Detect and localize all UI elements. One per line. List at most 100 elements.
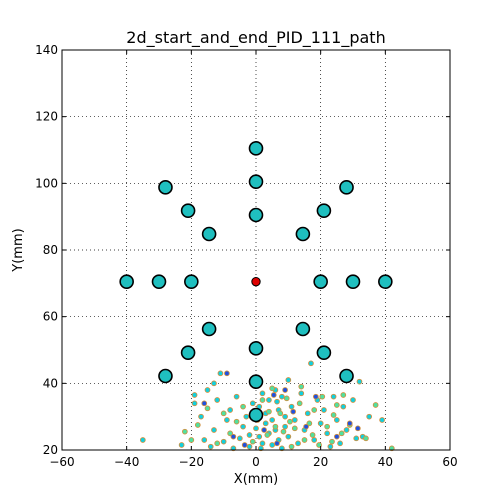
path-point [233,418,240,425]
path-point [296,400,303,407]
axis-ticks: −60 −40 −20 0 20 40 60 20 40 60 80 100 120 140 [35,43,458,469]
path-point [198,413,204,420]
path-point [353,435,360,442]
target-point [345,274,361,289]
center-point [251,276,261,287]
grid [62,50,450,450]
y-tick-label: 80 [43,243,58,257]
path-point [274,398,280,405]
path-point [330,412,337,418]
path-point [243,413,250,420]
path-point [214,397,221,403]
target-point [201,226,217,242]
x-tick-label: −60 [49,455,74,469]
path-point [266,408,272,415]
path-point [338,430,345,437]
y-tick-label: 20 [43,443,58,457]
path-point [291,425,298,432]
path-point [214,440,221,447]
path-point [282,413,288,420]
path-point [306,420,313,427]
path-point [366,413,373,420]
path-point [191,400,198,407]
path-point [288,443,295,450]
target-point [248,341,264,356]
path-point [233,393,240,400]
path-point [188,437,195,443]
path-point [139,437,146,443]
path-point [282,423,288,430]
y-axis-label: Y(mm) [11,228,26,272]
path-point [236,435,243,442]
path-point [211,380,217,387]
target-point [180,203,196,218]
path-point [317,420,324,427]
path-point [217,370,224,377]
path-point [311,407,318,413]
path-point [227,407,233,413]
path-point [356,378,363,385]
path-point [201,437,208,443]
path-point [327,443,334,450]
path-point [246,443,253,450]
target-point [339,368,354,384]
path-point [298,383,305,390]
path-point [272,423,279,430]
path-point [280,428,287,435]
path-point [246,432,253,438]
path-point [182,428,188,435]
path-point [282,387,288,393]
path-point [211,427,217,433]
path-point [204,387,211,393]
path-point [298,390,305,397]
path-point [321,407,327,413]
target-point [158,180,173,195]
path-point [287,418,293,425]
path-point [333,417,340,423]
path-point [283,395,290,402]
path-point [253,425,259,432]
path-point [249,438,256,445]
path-point [256,433,263,440]
path-point [319,393,326,400]
path-point [207,443,214,450]
target-point [184,274,199,289]
path-point [363,435,369,442]
target-point [248,141,264,156]
x-tick-label: 40 [378,455,393,469]
chart-title: 2d_start_and_end_PID_111_path [126,28,385,48]
path-point [266,397,272,403]
path-point [259,440,266,447]
target-point [248,174,264,189]
path-point [288,403,295,410]
target-point [316,345,332,360]
path-point [340,403,347,410]
path-point [240,403,246,410]
path-point [230,433,237,440]
path-point [178,442,185,448]
y-tick-label: 120 [35,110,58,124]
path-point [340,392,347,398]
path-point [333,433,340,440]
target-point [151,274,167,289]
path-point [337,440,343,447]
path-point [241,442,248,448]
x-tick-label: −20 [179,455,204,469]
target-point [248,207,264,223]
path-point [311,437,318,443]
path-point [355,425,361,432]
path-point [259,397,266,403]
target-point [378,274,393,289]
target-point [339,180,354,195]
y-tick-label: 60 [43,310,58,324]
path-point [346,420,353,427]
path-point [324,423,330,430]
path-point [285,377,292,383]
x-tick-label: 60 [442,455,457,469]
path-point [201,400,208,407]
path-point [290,408,297,415]
path-point [194,422,201,428]
path-point [249,400,256,407]
path-point [350,397,356,403]
target-point [180,345,196,360]
